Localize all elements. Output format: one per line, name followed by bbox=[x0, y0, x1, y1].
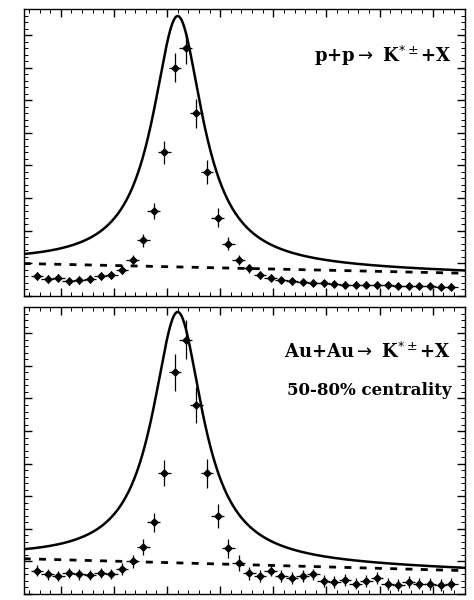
Text: Au+Au$\rightarrow$ K$^{*\pm}$+X: Au+Au$\rightarrow$ K$^{*\pm}$+X bbox=[284, 341, 451, 362]
Text: 50-80% centrality: 50-80% centrality bbox=[287, 382, 451, 399]
Text: p+p$\rightarrow$ K$^{*\pm}$+X: p+p$\rightarrow$ K$^{*\pm}$+X bbox=[313, 43, 451, 68]
